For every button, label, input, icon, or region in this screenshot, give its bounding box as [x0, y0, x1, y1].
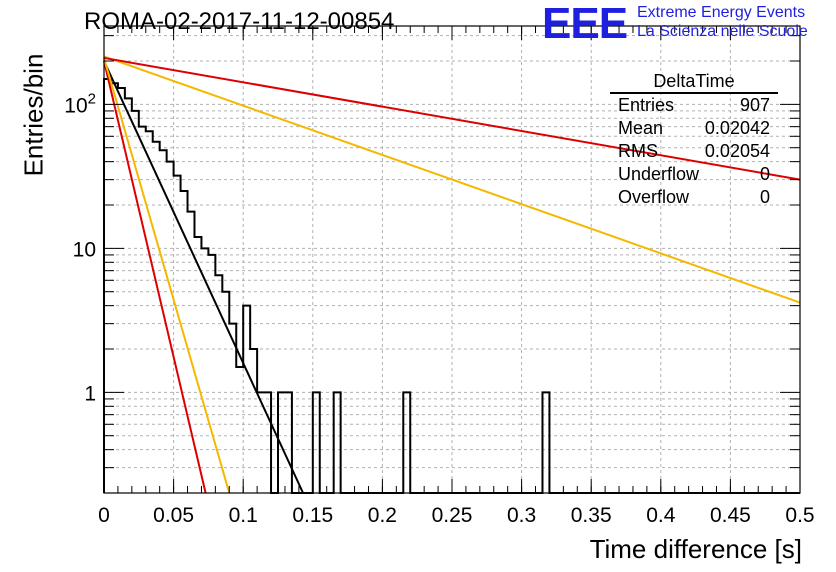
stats-label: Entries: [618, 95, 675, 115]
curve-line: [103, 60, 304, 494]
x-tick-label: 0.35: [571, 504, 612, 527]
logo-line-2: La Scienza nelle Scuole: [637, 23, 808, 40]
stats-row: Entries 907: [610, 94, 778, 117]
stats-title: DeltaTime: [610, 70, 778, 94]
logo-line-1: Extreme Energy Events: [637, 4, 806, 21]
stats-row: Underflow 0: [610, 163, 778, 186]
x-tick-label: 0.3: [507, 504, 536, 527]
eee-logo-text: Extreme Energy Events La Scienza nelle S…: [637, 3, 808, 41]
stats-row: Mean 0.02042: [610, 117, 778, 140]
curve-line: [103, 56, 801, 181]
stats-row: Overflow 0: [610, 186, 778, 209]
stats-value: 907: [739, 95, 770, 115]
stats-value: 0: [759, 164, 770, 184]
y-axis-ticks: 1 10 102: [64, 35, 800, 494]
x-tick-label: 0.2: [368, 504, 397, 527]
stats-label: Mean: [618, 118, 664, 138]
stats-value: 0: [759, 187, 770, 207]
x-tick-label: 0.45: [710, 504, 751, 527]
y-tick-label: 102: [64, 90, 96, 117]
stats-value: 0.02042: [704, 118, 770, 138]
fit-curves: [103, 55, 801, 494]
y-tick-label: 10: [73, 238, 96, 261]
curve-line: [103, 55, 801, 304]
x-tick-label: 0.15: [292, 504, 333, 527]
y-tick-label: 1: [84, 382, 96, 405]
y-axis-label: Entries/bin: [18, 53, 49, 177]
stats-value: 0.02054: [704, 141, 770, 161]
curve-line: [103, 60, 207, 494]
x-tick-label: 0: [98, 504, 110, 527]
curve-line: [103, 57, 231, 494]
x-tick-label: 0.25: [432, 504, 473, 527]
x-tick-label: 0.5: [785, 504, 814, 527]
x-axis-ticks: 0 0.05 0.1 0.15 0.2 0.25 0.3 0.35 0.4 0.45 0.5: [98, 26, 815, 527]
x-tick-label: 0.05: [153, 504, 194, 527]
stats-label: RMS: [618, 141, 658, 161]
stats-box: DeltaTime Entries 907 Mean 0.02042 RMS 0.02…: [610, 70, 778, 209]
stats-label: Underflow: [618, 164, 700, 184]
x-tick-label: 0.4: [646, 504, 676, 527]
x-axis-label: Time difference [s]: [589, 534, 802, 564]
stats-row: RMS 0.02054: [610, 140, 778, 163]
stats-label: Overflow: [618, 187, 690, 207]
eee-logo: EEE: [542, 0, 628, 48]
x-tick-label: 0.1: [229, 504, 258, 527]
chart-title: ROMA-02-2017-11-12-00854: [84, 8, 395, 35]
